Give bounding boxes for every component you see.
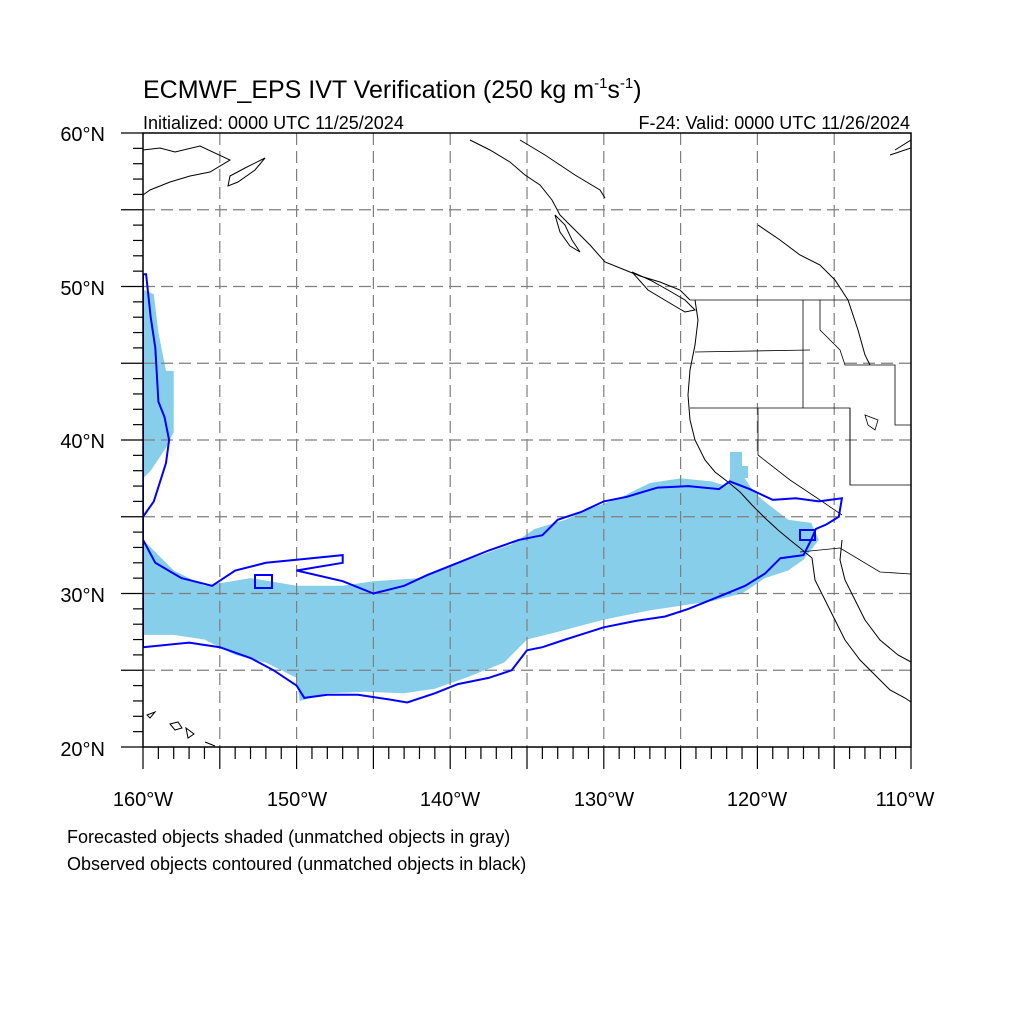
observed-legend-note: Observed objects contoured (unmatched ob… — [67, 854, 526, 874]
vancouver-island — [631, 271, 697, 313]
init-time-label: Initialized: 0000 UTC 11/25/2024 — [143, 113, 404, 133]
political-borders — [690, 299, 911, 575]
alaska-islands — [227, 157, 266, 187]
lon-label-120w: 120°W — [727, 789, 787, 811]
forecast-legend-note: Forecasted objects shaded (unmatched obj… — [67, 827, 510, 847]
lon-label-150w: 150°W — [267, 789, 327, 811]
mt-border — [819, 300, 911, 426]
axis-ticks — [121, 132, 912, 769]
lon-label-160w: 160°W — [113, 789, 173, 811]
gulf-of-california — [839, 539, 911, 663]
us-west-coast — [687, 299, 813, 559]
lon-label-140w: 140°W — [420, 789, 480, 811]
lat-lon-grid — [143, 133, 911, 747]
figure-title: ECMWF_EPS IVT Verification (250 kg m-1s-… — [143, 75, 642, 104]
map-area — [143, 133, 911, 747]
us-mexico-border — [799, 547, 911, 575]
coastlines — [143, 139, 911, 747]
lat-label-50: 50°N — [60, 278, 105, 300]
lake-feature — [864, 414, 879, 431]
observed-object-cell — [254, 574, 273, 589]
hawaii-islands — [146, 710, 216, 747]
observed-object-contour — [143, 273, 844, 704]
far-northeast — [889, 139, 911, 156]
bc-islands — [554, 214, 581, 253]
lon-label-130w: 130°W — [574, 789, 634, 811]
lat-label-40: 40°N — [60, 431, 105, 453]
baja-coast — [811, 557, 911, 703]
forecast-object-shading — [143, 289, 819, 701]
alaska-coast — [143, 145, 232, 196]
valid-time-label: F-24: Valid: 0000 UTC 11/26/2024 — [639, 113, 911, 133]
bc-coast — [469, 139, 691, 301]
canada-interior-2 — [757, 224, 871, 366]
ca-nv-border — [757, 408, 843, 516]
lat-label-20: 20°N — [60, 739, 105, 761]
wa-or-border — [694, 349, 811, 353]
lat-label-60: 60°N — [60, 124, 105, 146]
observed-object-cell-2 — [799, 529, 816, 541]
forecast-object-fragment — [730, 452, 748, 478]
lat-labels: 60°N 50°N 40°N 30°N 20°N — [60, 124, 105, 761]
canada-interior-coast — [519, 139, 606, 199]
lat-label-30: 30°N — [60, 585, 105, 607]
lon-label-110w: 110°W — [876, 789, 935, 811]
lon-labels: 160°W 150°W 140°W 130°W 120°W 110°W — [113, 789, 935, 811]
